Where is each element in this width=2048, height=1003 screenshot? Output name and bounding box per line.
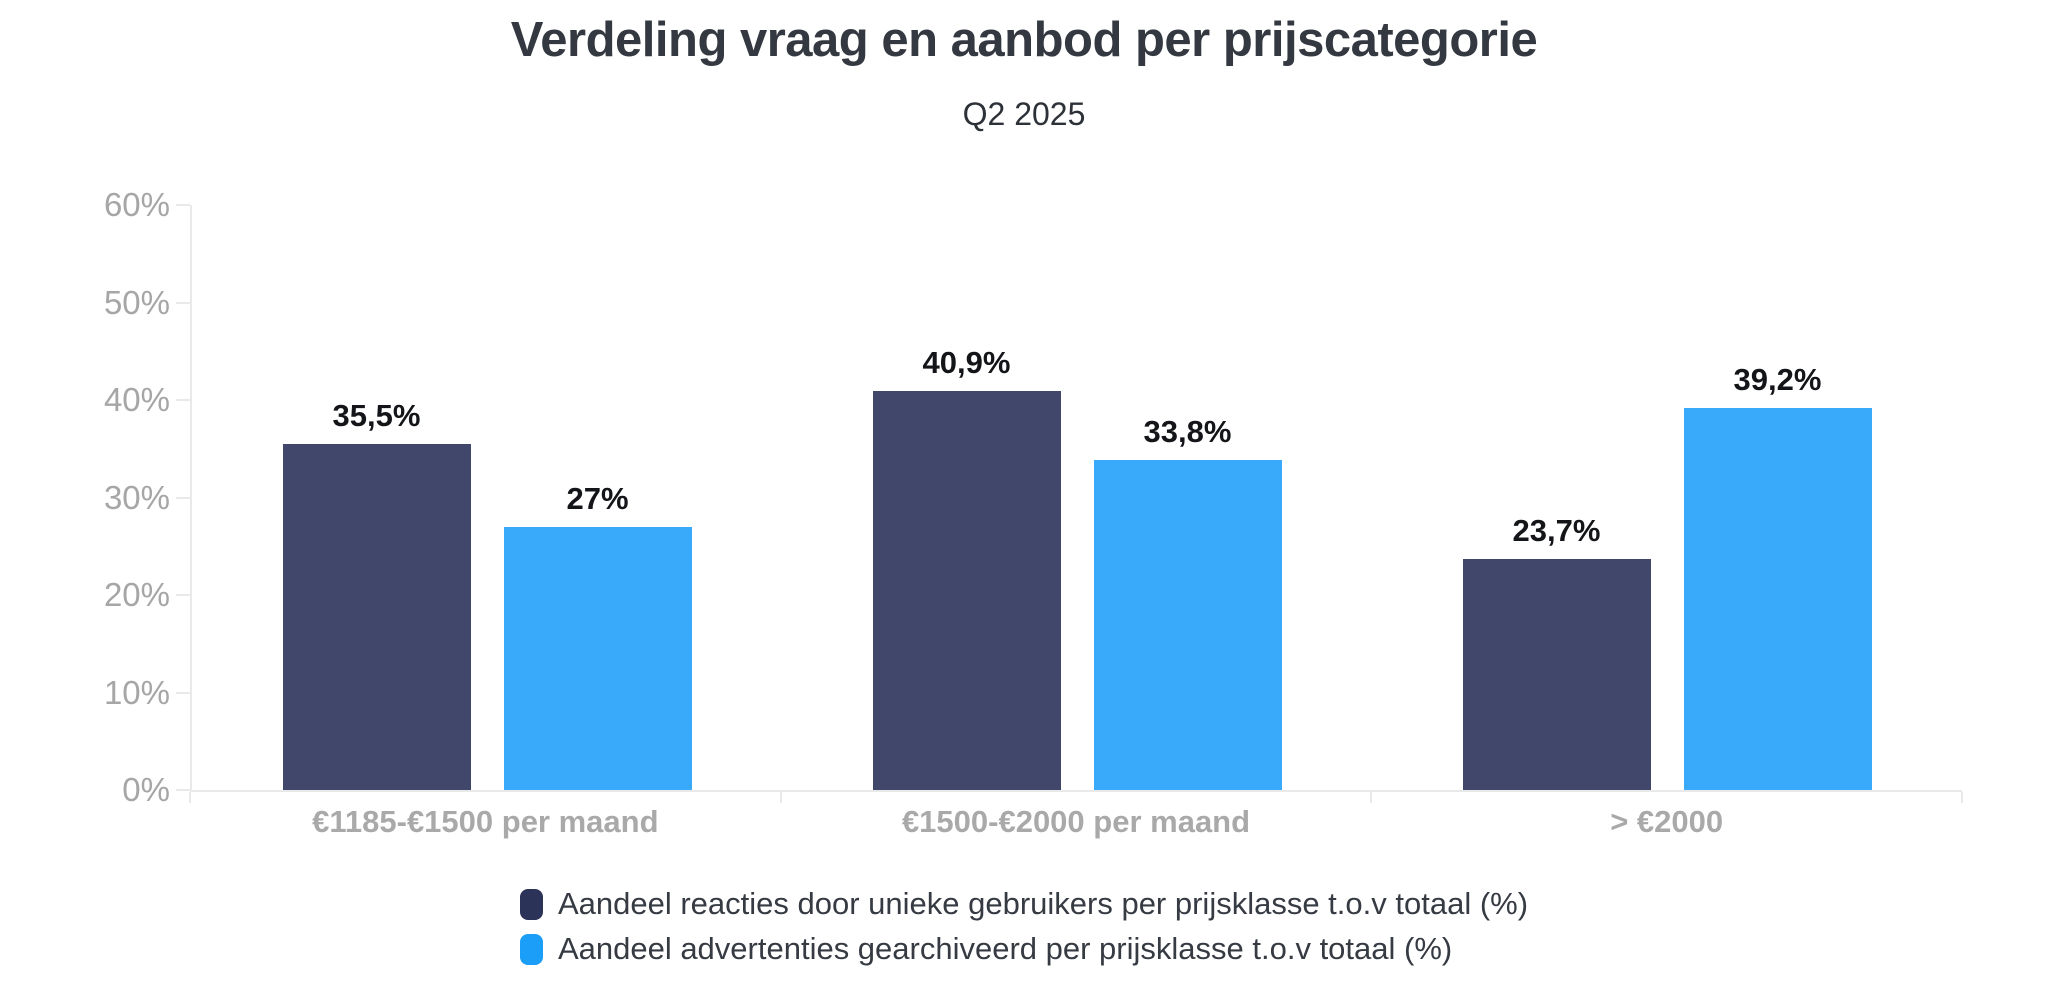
bar-value-label: 23,7% (1512, 512, 1601, 548)
bar-wrapper: 35,5% (282, 398, 471, 790)
x-tick (189, 792, 191, 803)
y-axis-label: 10% (103, 673, 170, 711)
y-tick (176, 789, 190, 791)
y-axis-label: 30% (103, 478, 170, 516)
y-tick (176, 399, 190, 401)
bar-wrapper: 40,9% (872, 345, 1061, 790)
legend-label: Aandeel reacties door unieke gebruikers … (557, 886, 1529, 921)
legend-item: Aandeel advertenties gearchiveerd per pr… (519, 931, 1453, 967)
bar-value-label: 39,2% (1733, 361, 1822, 397)
x-axis-label: €1185-€1500 per maand (312, 804, 659, 839)
bar (503, 526, 692, 790)
bar (1683, 407, 1872, 790)
bar-group: 23,7% 39,2% (1372, 205, 1962, 790)
x-axis-label: €1500-€2000 per maand (901, 804, 1251, 839)
bar-wrapper: 23,7% (1462, 513, 1651, 790)
chart-title: Verdeling vraag en aanbod per prijscateg… (510, 13, 1538, 67)
bar-value-label: 33,8% (1143, 414, 1232, 450)
bar-value-label: 35,5% (332, 397, 421, 433)
x-axis-ticks (189, 792, 1963, 803)
x-axis-tick-labels: €1185-€1500 per maand €1500-€2000 per maa… (190, 804, 1962, 840)
bar-group: 40,9% 33,8% (782, 205, 1372, 790)
legend-item: Aandeel reacties door unieke gebruikers … (519, 886, 1529, 922)
legend-items: Aandeel reacties door unieke gebruikers … (519, 886, 1529, 967)
y-axis-label: 40% (103, 381, 170, 418)
x-tick (779, 792, 782, 803)
plot-area: 35,5% 27% 40,9% 33,8% 23,7% 39,2% (190, 205, 1962, 792)
y-tick (176, 594, 190, 596)
bar-value-label: 40,9% (922, 345, 1011, 381)
bar-value-label: 27% (566, 480, 629, 516)
bar-wrapper: 39,2% (1683, 362, 1872, 790)
bar-wrapper: 33,8% (1093, 414, 1282, 790)
y-axis-tick-labels: 0% 10% 20% 30% 40% 50% 60% (0, 186, 170, 808)
y-tick (176, 204, 190, 206)
legend: Aandeel reacties door unieke gebruikers … (0, 886, 2048, 967)
bar (1462, 558, 1651, 790)
y-axis-label: 20% (103, 576, 170, 613)
y-axis-label: 60% (103, 186, 170, 223)
bar-wrapper: 27% (503, 481, 692, 790)
bar (1093, 460, 1282, 790)
bar-group: 35,5% 27% (192, 205, 782, 790)
legend-marker (519, 933, 543, 965)
x-axis-label: > €2000 (1610, 804, 1724, 839)
bar (282, 443, 471, 790)
x-tick (1961, 792, 1963, 803)
bar (872, 391, 1061, 790)
legend-marker (519, 888, 543, 920)
chart-subtitle: Q2 2025 (962, 96, 1086, 132)
legend-label: Aandeel advertenties gearchiveerd per pr… (557, 931, 1453, 966)
y-tick (176, 691, 190, 694)
y-axis-ticks (176, 204, 190, 791)
y-axis-label: 0% (122, 771, 170, 808)
bar-groups: 35,5% 27% 40,9% 33,8% 23,7% 39,2% (192, 205, 1962, 790)
y-tick (176, 496, 190, 499)
y-axis-label: 50% (103, 283, 170, 321)
x-tick (1370, 792, 1373, 803)
y-tick (176, 301, 190, 304)
